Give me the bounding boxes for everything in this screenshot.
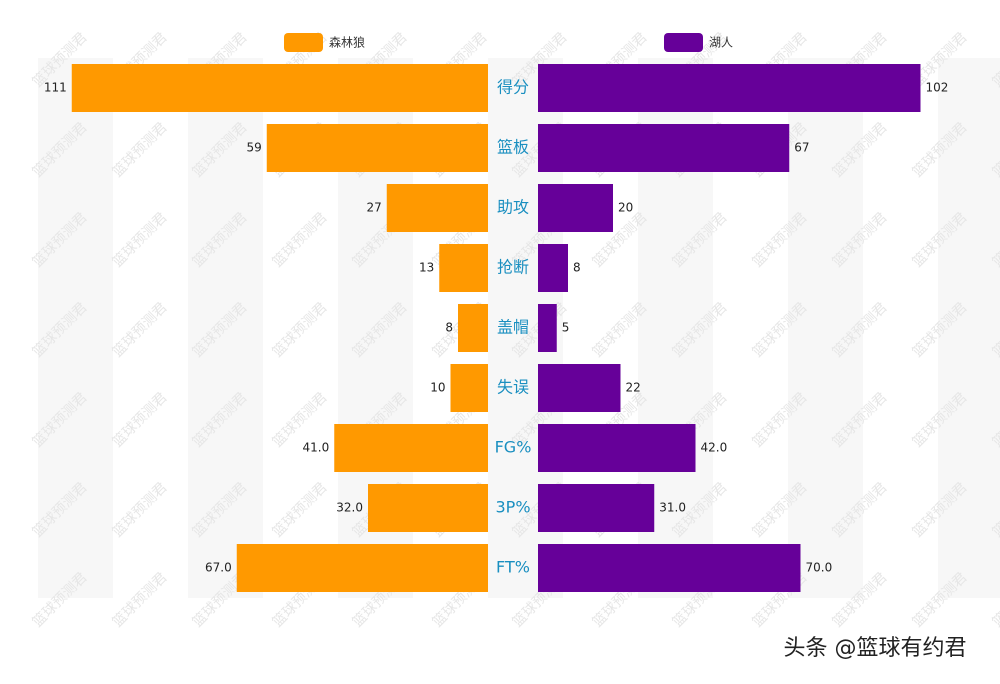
value-label: 42.0	[701, 441, 728, 455]
category-label: 助攻	[497, 198, 529, 217]
value-label: 20	[618, 201, 633, 215]
value-label: 27	[366, 201, 381, 215]
value-label: 5	[562, 321, 570, 335]
bar	[236, 544, 488, 592]
bar	[538, 364, 621, 412]
legend-swatch	[664, 33, 703, 52]
category-label: 抢断	[497, 258, 529, 277]
bar	[386, 184, 488, 232]
value-label: 32.0	[336, 501, 363, 515]
bar	[538, 424, 696, 472]
bar	[538, 124, 790, 172]
category-label: FT%	[496, 558, 530, 577]
value-label: 31.0	[659, 501, 686, 515]
bar	[450, 364, 488, 412]
watermark: 篮球预测君	[110, 210, 171, 271]
watermark: 篮球预测君	[110, 120, 171, 181]
value-label: 102	[926, 81, 949, 95]
watermark: 篮球预测君	[270, 300, 331, 361]
bar	[538, 484, 655, 532]
bar	[334, 424, 488, 472]
value-label: 8	[573, 261, 581, 275]
bar	[538, 244, 568, 292]
bar	[439, 244, 488, 292]
bar	[538, 64, 921, 112]
watermark: 篮球预测君	[110, 390, 171, 451]
category-label: 失误	[497, 378, 529, 397]
bar	[458, 304, 488, 352]
stripe	[788, 58, 863, 598]
value-label: 70.0	[806, 561, 833, 575]
value-label: 8	[445, 321, 453, 335]
legend-label: 湖人	[709, 35, 733, 50]
category-label: 篮板	[497, 138, 529, 157]
legend-swatch	[284, 33, 323, 52]
bar	[71, 64, 488, 112]
value-label: 59	[246, 141, 261, 155]
bar	[538, 544, 801, 592]
bar	[266, 124, 488, 172]
watermark: 篮球预测君	[110, 570, 171, 631]
watermark: 篮球预测君	[110, 300, 171, 361]
category-label: FG%	[495, 438, 532, 457]
watermark: 篮球预测君	[270, 480, 331, 541]
footer: 头条 @篮球有约君	[784, 636, 967, 661]
stripe	[188, 58, 263, 598]
category-label: 盖帽	[497, 318, 529, 337]
value-label: 10	[430, 381, 445, 395]
value-label: 41.0	[303, 441, 330, 455]
stripe	[938, 58, 1000, 598]
stripe	[38, 58, 113, 598]
bar	[538, 184, 613, 232]
watermark: 篮球预测君	[270, 210, 331, 271]
legend-label: 森林狼	[329, 35, 365, 50]
watermark: 篮球预测君	[110, 480, 171, 541]
value-label: 22	[626, 381, 641, 395]
value-label: 67.0	[205, 561, 232, 575]
category-label: 3P%	[495, 498, 530, 517]
value-label: 67	[794, 141, 809, 155]
value-label: 111	[44, 81, 67, 95]
value-label: 13	[419, 261, 434, 275]
bar	[538, 304, 557, 352]
category-label: 得分	[497, 78, 529, 97]
bar	[368, 484, 488, 532]
